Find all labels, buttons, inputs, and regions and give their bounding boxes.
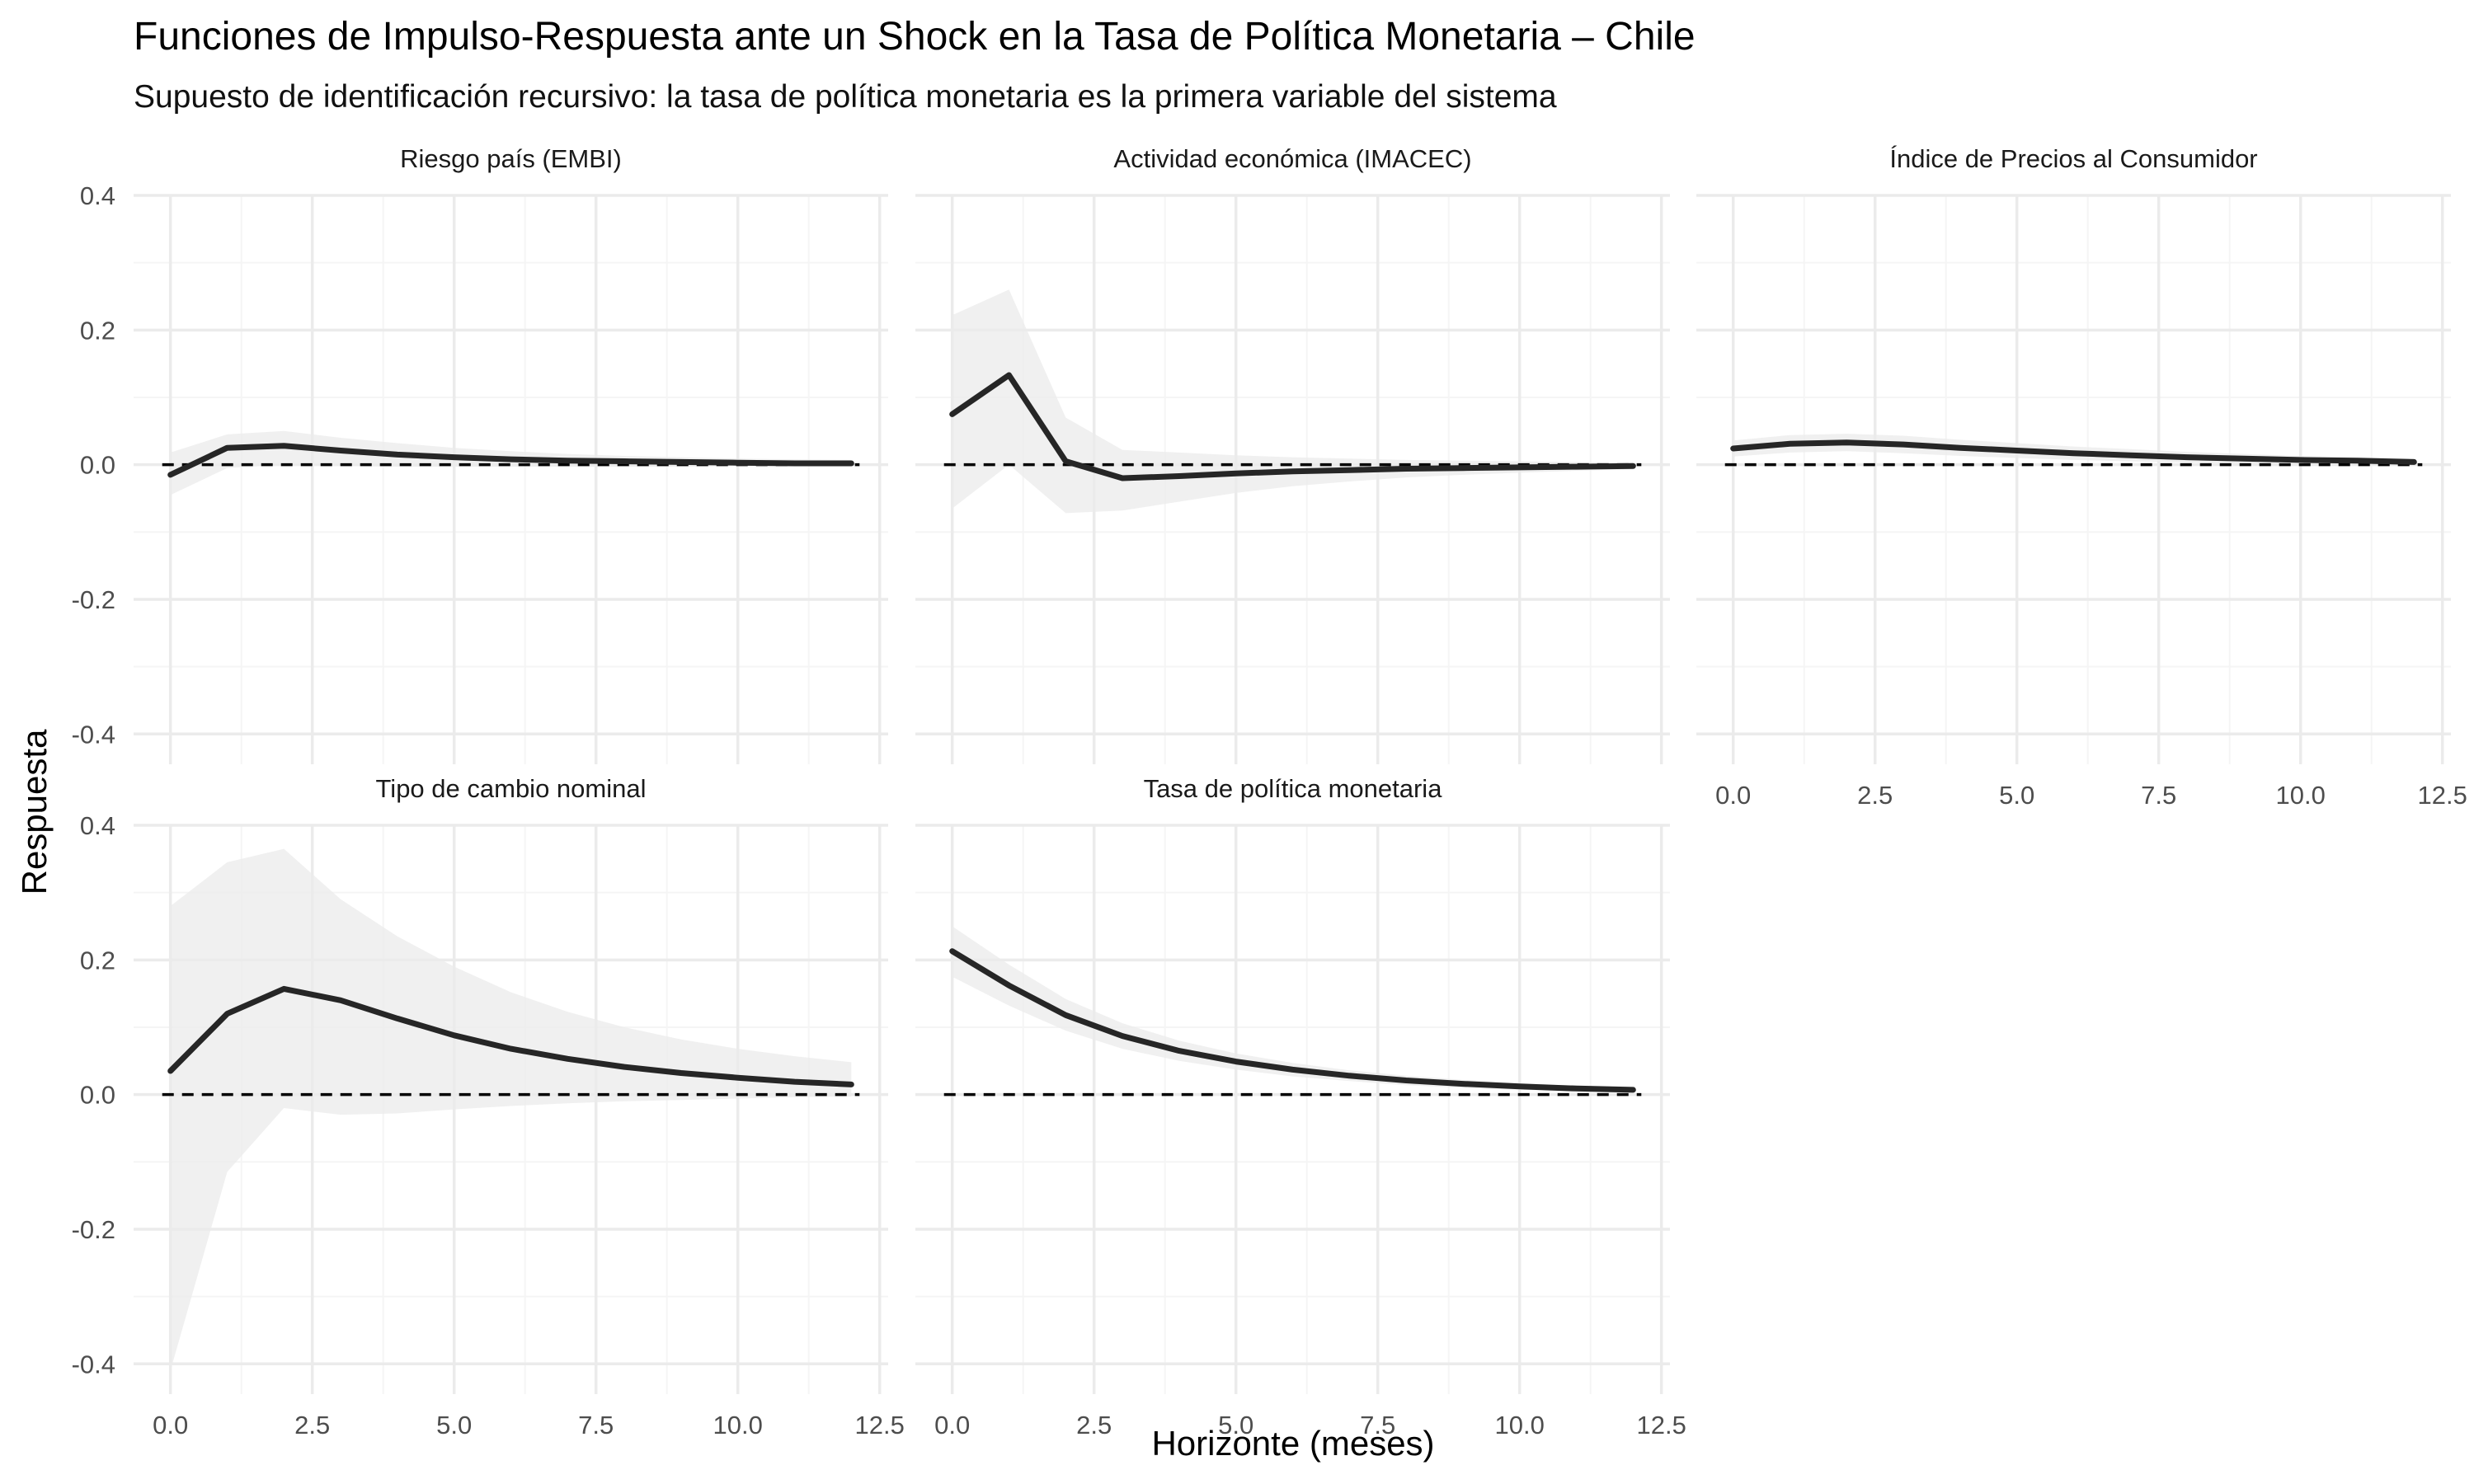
confidence-band (170, 430, 852, 495)
chart-subtitle: Supuesto de identificación recursivo: la… (134, 79, 1557, 115)
x-tick-label: 5.0 (436, 1411, 472, 1439)
facet-panel-5: Tasa de política monetaria 0.0 2.5 5.0 7.5 10… (915, 774, 1686, 1439)
y-tick-label: 0.0 (80, 451, 115, 480)
facet-panels: Riesgo país (EMBI) -0.4 -0.2 0.0 0.2 0.4 Activ… (72, 144, 2467, 1439)
x-tick-label: 0.0 (1715, 781, 1751, 810)
facet-strip-label: Tipo de cambio nominal (376, 774, 647, 803)
y-tick-label: 0.2 (80, 946, 115, 974)
x-tick-label: 2.5 (1857, 781, 1893, 810)
y-tick-label: -0.4 (72, 720, 115, 749)
y-tick-label: 0.2 (80, 316, 115, 345)
chart-title: Funciones de Impulso-Respuesta ante un S… (134, 15, 1696, 59)
y-tick-label: -0.2 (72, 585, 115, 614)
facet-strip-label: Actividad económica (IMACEC) (1113, 144, 1471, 173)
y-axis-title: Respuesta (15, 729, 54, 895)
x-tick-label: 10.0 (713, 1411, 763, 1439)
confidence-band (952, 926, 1634, 1093)
x-tick-label: 7.5 (2141, 781, 2176, 810)
x-tick-label: 5.0 (1218, 1411, 1253, 1439)
x-tick-label: 2.5 (1076, 1411, 1112, 1439)
x-tick-label: 12.5 (2418, 781, 2467, 810)
x-tick-label: 12.5 (855, 1411, 905, 1439)
response-line (949, 372, 1636, 481)
x-tick-label: 2.5 (294, 1411, 330, 1439)
facet-panel-2: Actividad económica (IMACEC) (915, 144, 1670, 764)
x-tick-label: 0.0 (153, 1411, 188, 1439)
confidence-band (952, 289, 1634, 514)
facet-panel-3: Índice de Precios al Consumidor 0.0 2.5 5.0… (1696, 144, 2467, 810)
x-tick-label: 10.0 (1495, 1411, 1545, 1439)
x-tick-label: 10.0 (2276, 781, 2326, 810)
facet-strip-label: Tasa de política monetaria (1144, 774, 1443, 803)
facet-panel-1: Riesgo país (EMBI) -0.4 -0.2 0.0 0.2 0.4 (72, 144, 888, 764)
y-tick-label: 0.4 (80, 811, 115, 840)
x-axis-title: Horizonte (meses) (1151, 1424, 1434, 1463)
x-tick-label: 7.5 (1360, 1411, 1395, 1439)
x-tick-label: 5.0 (1999, 781, 2034, 810)
facet-panel-4: Tipo de cambio nominal -0.4 -0.2 0.0 0.2 0.4 0… (72, 774, 905, 1439)
x-tick-label: 7.5 (578, 1411, 614, 1439)
y-tick-label: 0.0 (80, 1081, 115, 1110)
x-tick-label: 12.5 (1637, 1411, 1686, 1439)
response-line (1730, 439, 2417, 465)
response-line (949, 948, 1636, 1093)
confidence-band (170, 848, 852, 1371)
facet-strip-label: Riesgo país (EMBI) (400, 144, 622, 173)
response-line (167, 443, 854, 478)
response-line (167, 985, 854, 1087)
y-tick-label: 0.4 (80, 181, 115, 210)
x-tick-label: 0.0 (934, 1411, 970, 1439)
facet-strip-label: Índice de Precios al Consumidor (1889, 144, 2257, 173)
y-tick-label: -0.2 (72, 1215, 115, 1244)
y-tick-label: -0.4 (72, 1350, 115, 1378)
